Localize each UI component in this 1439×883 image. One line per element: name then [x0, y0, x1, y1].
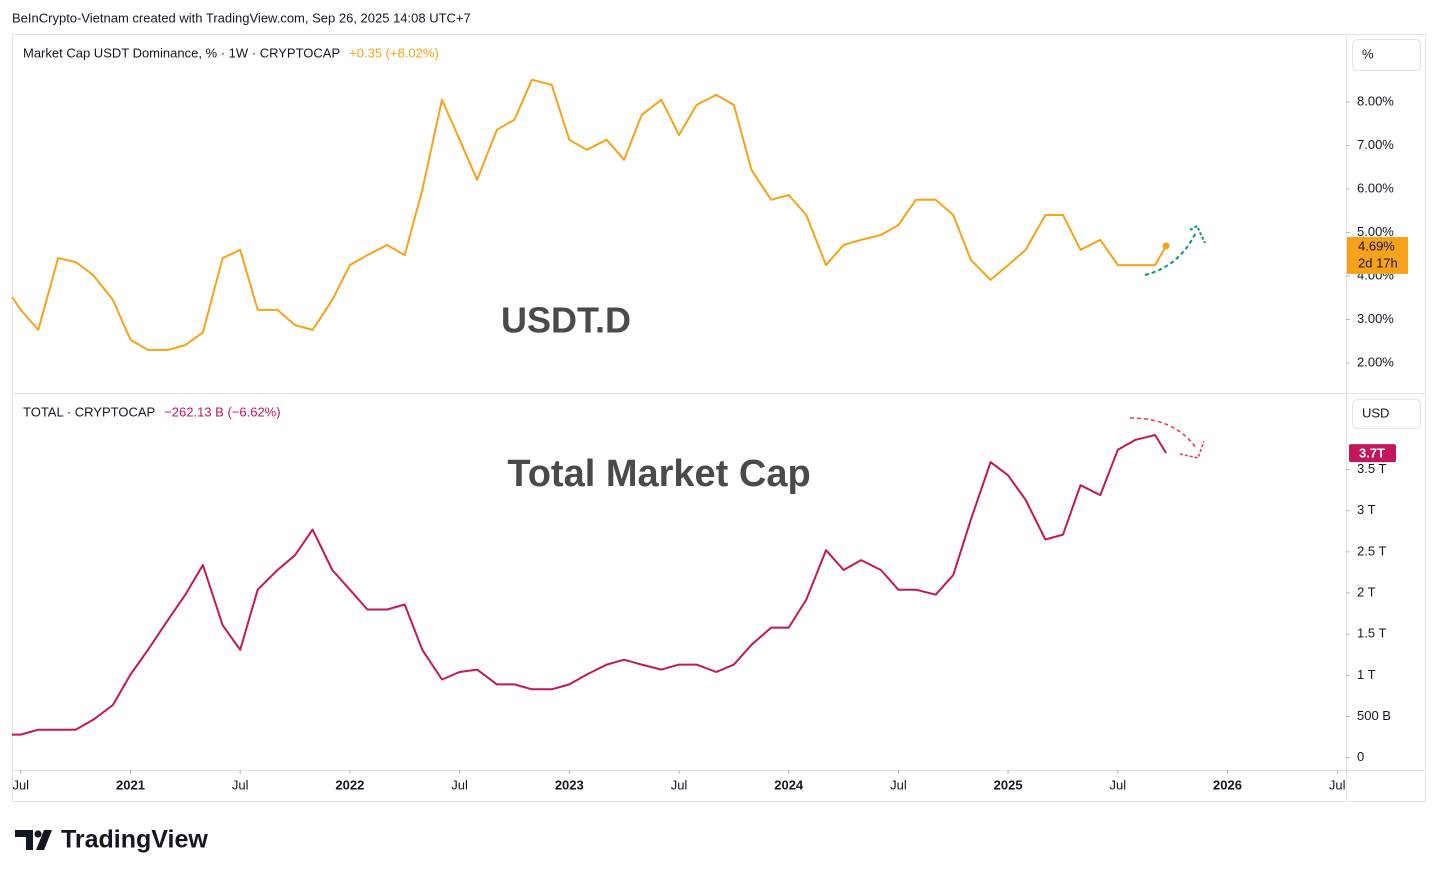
y-tick-label: 0: [1357, 749, 1364, 764]
brand-name: TradingView: [61, 826, 208, 854]
y-tick-label: 3.00%: [1357, 311, 1394, 326]
x-tick-label: 2024: [774, 777, 804, 792]
series-line: [12, 434, 1167, 736]
frame: [12, 34, 1426, 802]
x-tick-label: Jul: [232, 777, 249, 792]
x-tick-label: Jul: [1329, 777, 1346, 792]
annotation: USDT.D: [501, 300, 631, 341]
brand-logo[interactable]: TradingView: [15, 826, 208, 854]
y-tick-label: 2 T: [1357, 584, 1376, 599]
y-tick-label: 3.5 T: [1357, 461, 1386, 476]
y-tick-label: 5.00%: [1357, 224, 1394, 239]
logo-mark: [36, 830, 52, 850]
unit-box[interactable]: [1352, 399, 1421, 429]
price-tag: [1349, 444, 1396, 463]
y-tick-label: 7.00%: [1357, 137, 1394, 152]
x-tick-label: 2025: [994, 777, 1023, 792]
y-tick-label: 6.00%: [1357, 180, 1394, 195]
unit-label: USD: [1362, 405, 1389, 420]
change: +0.35 (+8.02%): [349, 45, 439, 60]
y-tick-label: 2.00%: [1357, 354, 1394, 369]
down-arrow: [1129, 417, 1197, 449]
series-title: TOTAL · CRYPTOCAP: [23, 404, 155, 419]
price-label: 3.7T: [1359, 446, 1385, 461]
unit-label: %: [1362, 46, 1374, 61]
logo-mark: [15, 830, 33, 850]
x-tick-label: 2023: [555, 777, 584, 792]
series-line: [11, 78, 1167, 351]
attribution: BeInCrypto-Vietnam created with TradingV…: [12, 10, 471, 25]
x-tick-label: 2021: [116, 777, 145, 792]
x-tick-label: 2026: [1213, 777, 1242, 792]
x-tick-label: Jul: [671, 777, 688, 792]
logo-dot: [34, 830, 42, 838]
x-tick-label: Jul: [1110, 777, 1127, 792]
countdown: 2d 17h: [1358, 255, 1398, 270]
x-tick-label: Jul: [890, 777, 907, 792]
down-arrow-head: [1179, 440, 1205, 459]
y-tick-label: 1.5 T: [1357, 626, 1386, 641]
y-tick-label: 1 T: [1357, 667, 1376, 682]
series-title: Market Cap USDT Dominance, % · 1W · CRYP…: [23, 45, 340, 60]
y-tick-label: 3 T: [1357, 502, 1376, 517]
last-point: [1162, 242, 1170, 250]
y-tick-label: 2.5 T: [1357, 543, 1386, 558]
x-tick-label: Jul: [12, 777, 29, 792]
y-tick-label: 8.00%: [1357, 93, 1394, 108]
x-tick-label: Jul: [451, 777, 468, 792]
unit-box[interactable]: [1352, 39, 1421, 71]
price-label: 4.69%: [1358, 238, 1395, 253]
up-arrow-head: [1189, 224, 1206, 244]
annotation: Total Market Cap: [507, 453, 810, 495]
y-tick-label: 500 B: [1357, 708, 1391, 723]
change: −262.13 B (−6.62%): [164, 404, 280, 419]
price-tag: [1347, 236, 1408, 274]
x-tick-label: 2022: [335, 777, 364, 792]
